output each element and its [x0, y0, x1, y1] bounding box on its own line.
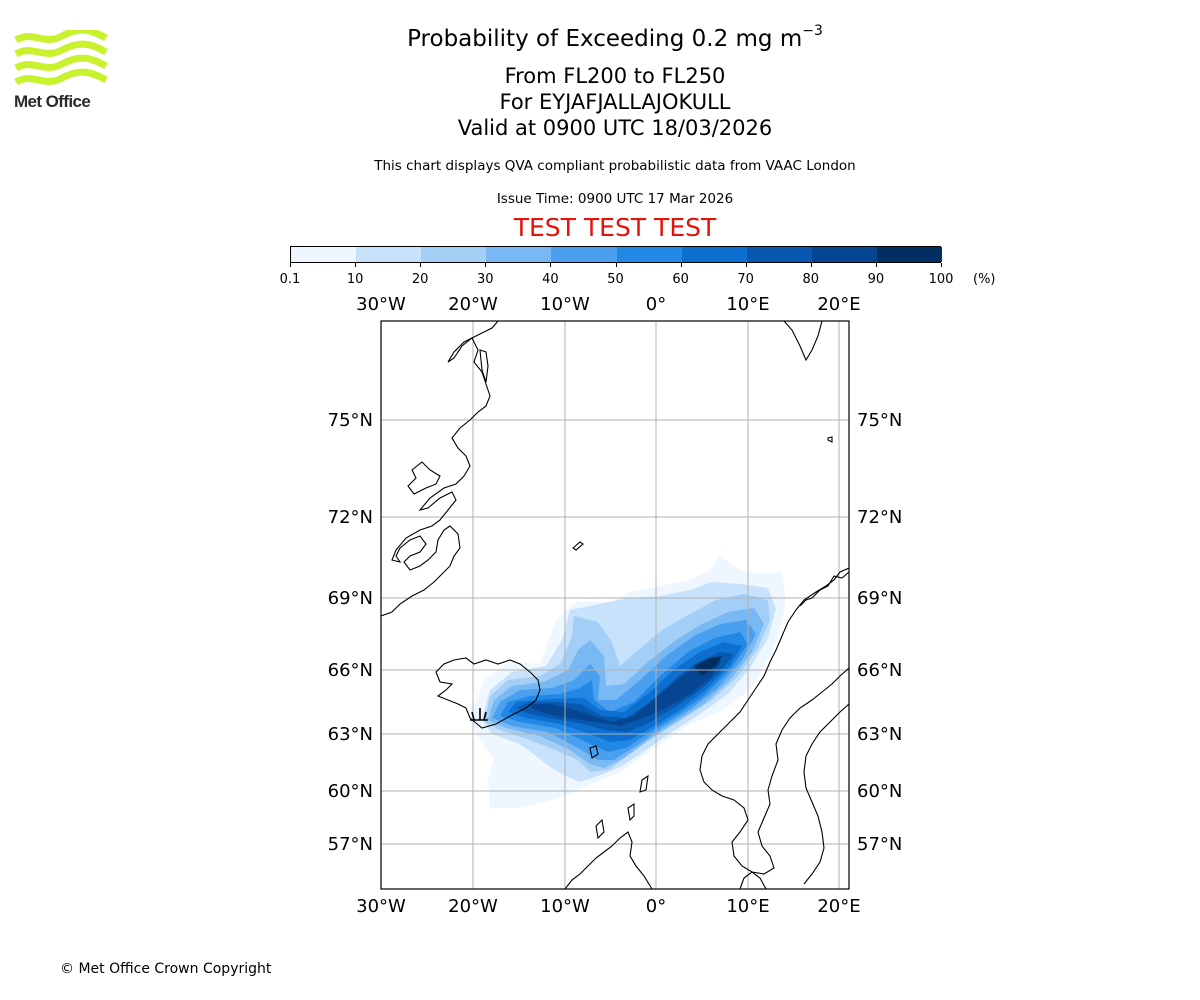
orkney — [639, 774, 649, 793]
lat-label-left: 63°N — [328, 724, 373, 745]
colorbar-tick-mark — [875, 263, 877, 267]
lat-label-left: 75°N — [328, 410, 373, 431]
bear-island — [827, 436, 833, 443]
lat-label-right: 69°N — [857, 588, 902, 609]
chart-title: Probability of Exceeding 0.2 mg m−3 — [407, 23, 823, 52]
lat-label-left: 57°N — [328, 834, 373, 855]
north-cape — [799, 571, 849, 607]
colorbar-segment — [486, 247, 552, 262]
axis-labels: 30°W 30°W 20°W 20°W 10°W 10°W 0° 0° 10°E 10°E 20°E… — [328, 294, 903, 917]
lon-label-top: 10°E — [726, 294, 769, 315]
data-note: This chart displays QVA compliant probab… — [374, 158, 856, 174]
lat-label-left: 60°N — [328, 781, 373, 802]
greenland-island — [479, 349, 489, 383]
lon-label-top: 30°W — [356, 294, 406, 315]
lon-label-top: 20°E — [817, 294, 860, 315]
norway-coast — [699, 567, 849, 875]
lon-label-bottom: 30°W — [356, 896, 406, 917]
jan-mayen — [572, 541, 584, 551]
lat-label-right: 57°N — [857, 834, 902, 855]
greenland-coast — [381, 321, 499, 617]
colorbar-tick-mark — [355, 263, 357, 267]
level-range: From FL200 to FL250 — [504, 64, 726, 88]
graticule — [381, 321, 849, 889]
map-frame — [380, 320, 850, 890]
colorbar-segment — [681, 247, 748, 262]
colorbar-tick-label: 40 — [542, 272, 559, 287]
colorbar-tick-label: 30 — [477, 272, 494, 287]
lon-label-bottom: 0° — [646, 896, 666, 917]
iceland-coast — [435, 657, 541, 729]
colorbar-segment — [291, 247, 357, 262]
colorbar-tick-label: 0.1 — [279, 272, 301, 287]
svalbard-coast — [783, 321, 823, 362]
lon-label-bottom: 20°W — [448, 896, 498, 917]
colorbar-tick-label: 90 — [867, 272, 885, 287]
colorbar-segment — [746, 247, 813, 262]
colorbar — [290, 246, 943, 263]
colorbar-tick-mark — [485, 263, 487, 267]
baltic-coast — [803, 703, 849, 885]
issue-time: Issue Time: 0900 UTC 17 Mar 2026 — [496, 191, 734, 207]
volcano-name: For EYJAFJALLAJOKULL — [499, 90, 731, 114]
lat-label-right: 60°N — [857, 781, 902, 802]
lon-label-top: 10°W — [540, 294, 590, 315]
colorbar-tick-label: 70 — [737, 272, 754, 287]
hebrides — [595, 818, 605, 840]
lon-label-bottom: 20°E — [817, 896, 860, 917]
colorbar-tick-mark — [810, 263, 812, 267]
met-office-waves-icon — [14, 26, 108, 86]
faroe-islands — [589, 745, 599, 759]
colorbar-segment — [811, 247, 878, 262]
lon-label-top: 0° — [646, 294, 666, 315]
colorbar-segment — [616, 247, 683, 262]
colorbar-tick-mark — [550, 263, 552, 267]
logo-text: Met Office — [14, 92, 91, 111]
colorbar-tick-mark — [290, 263, 291, 267]
colorbar-segment — [551, 247, 617, 262]
greenland-fjord — [407, 461, 441, 495]
colorbar-tick-mark — [745, 263, 747, 267]
colorbar-tick-label: 50 — [607, 272, 624, 287]
colorbar-tick-mark — [941, 263, 942, 267]
met-office-logo: Met Office — [14, 26, 109, 112]
lat-label-right: 63°N — [857, 724, 902, 745]
lat-label-right: 75°N — [857, 410, 902, 431]
title-exponent: −3 — [802, 23, 823, 39]
colorbar-tick-mark — [420, 263, 422, 267]
colorbar-tick-label: 20 — [411, 272, 429, 287]
colorbar-segment — [876, 247, 943, 262]
test-banner: TEST TEST TEST — [513, 213, 717, 242]
lon-label-bottom: 10°E — [726, 896, 769, 917]
lat-label-left: 69°N — [328, 588, 373, 609]
colorbar-tick-label: 80 — [802, 272, 820, 287]
colorbar-segment — [356, 247, 422, 262]
shetland — [627, 802, 635, 822]
lon-label-top: 20°W — [448, 294, 498, 315]
coastlines — [381, 321, 849, 889]
lat-label-left: 72°N — [328, 507, 373, 528]
valid-time: Valid at 0900 UTC 18/03/2026 — [457, 116, 773, 140]
lat-label-left: 66°N — [328, 660, 373, 681]
lat-label-right: 66°N — [857, 660, 902, 681]
colorbar-unit: (%) — [973, 272, 996, 287]
volcano-marker — [470, 708, 488, 721]
copyright: © Met Office Crown Copyright — [60, 961, 272, 977]
denmark-coast — [739, 871, 767, 889]
ash-probability-plume — [470, 556, 786, 808]
lon-label-bottom: 10°W — [540, 896, 590, 917]
colorbar-segment — [421, 247, 487, 262]
colorbar-tick-label: 60 — [672, 272, 689, 287]
lat-label-right: 72°N — [857, 507, 902, 528]
colorbar-tick-label: 100 — [928, 272, 954, 287]
plume-probability-band — [694, 656, 722, 676]
scotland-coast — [564, 831, 653, 889]
colorbar-tick-mark — [680, 263, 682, 267]
colorbar-tick-label: 10 — [346, 272, 364, 287]
colorbar-tick-mark — [615, 263, 617, 267]
